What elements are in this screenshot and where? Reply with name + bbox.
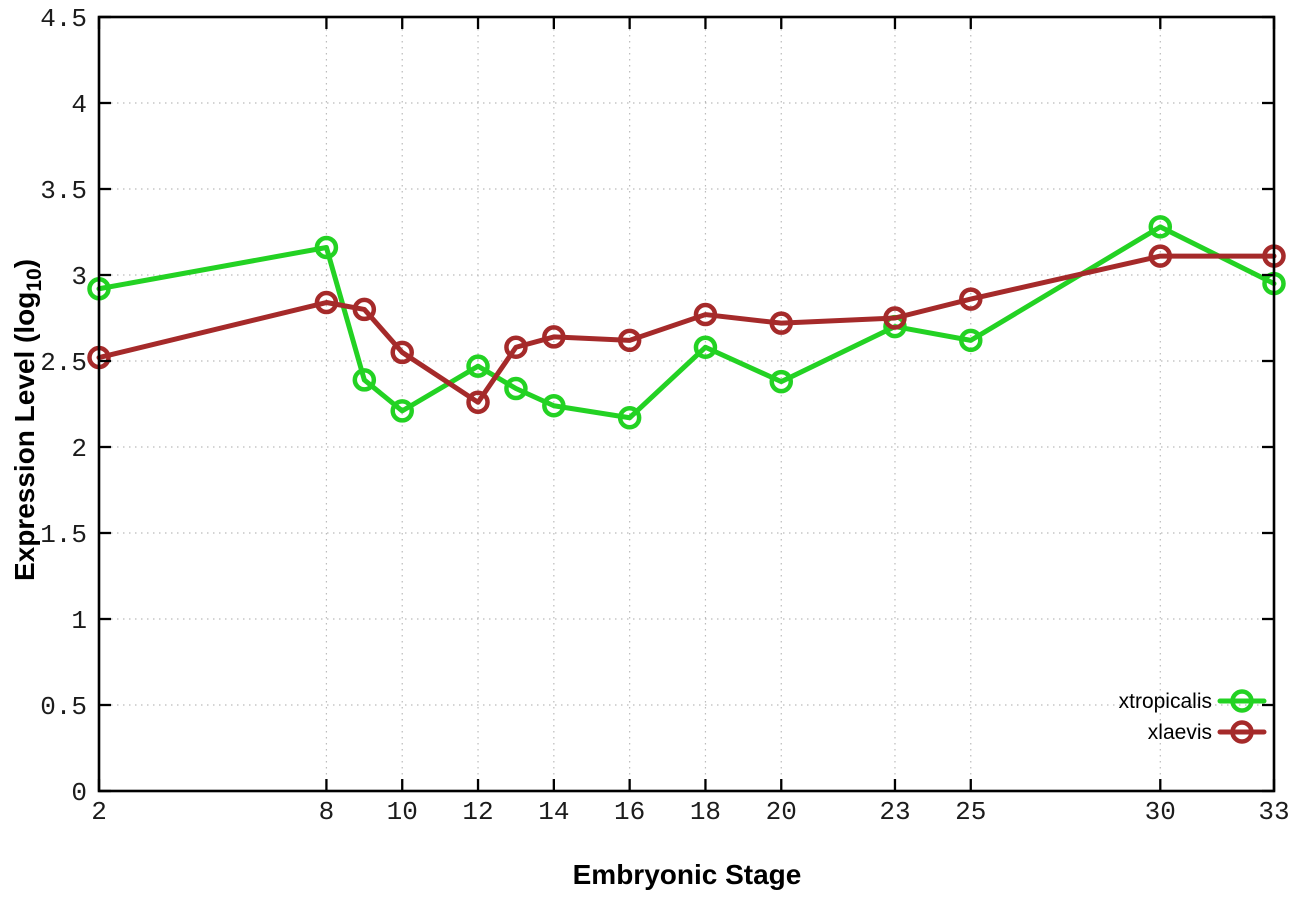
series-line-xlaevis — [96, 253, 1277, 405]
data-point-xtropicalis — [1148, 215, 1173, 239]
data-point-xtropicalis — [959, 328, 983, 353]
data-point-xlaevis — [1148, 244, 1173, 268]
data-point-xlaevis — [693, 302, 718, 327]
y-tick-label: 3 — [71, 262, 87, 292]
data-point-xlaevis — [504, 335, 528, 359]
y-tick-label: 4.5 — [40, 4, 87, 34]
x-tick-label: 20 — [766, 797, 797, 827]
x-tick-label: 16 — [614, 797, 645, 827]
y-tick-label: 2 — [71, 434, 87, 464]
data-point-xlaevis — [542, 325, 566, 349]
x-tick-label: 14 — [538, 797, 569, 827]
y-tick-label: 3.5 — [40, 176, 87, 206]
y-axis-label-suffix: ) — [9, 259, 40, 268]
y-tick-label: 0.5 — [40, 692, 87, 722]
x-tick-label: 23 — [879, 797, 910, 827]
legend-label-xtropicalis: xtropicalis — [1119, 690, 1212, 713]
data-point-xtropicalis — [390, 399, 414, 423]
data-point-xtropicalis — [466, 354, 490, 378]
data-point-xlaevis — [883, 306, 907, 330]
legend-entry-xtropicalis: xtropicalis — [1119, 689, 1267, 713]
data-point-xtropicalis — [352, 368, 377, 392]
legend-label-xlaevis: xlaevis — [1148, 721, 1212, 744]
x-tick-label: 10 — [387, 797, 418, 827]
x-tick-label: 12 — [462, 797, 493, 827]
data-point-xlaevis — [617, 328, 642, 353]
legend-marker-xlaevis — [1230, 720, 1254, 744]
data-point-xlaevis — [769, 311, 794, 335]
data-point-xlaevis — [352, 297, 377, 322]
y-tick-label: 4 — [71, 90, 87, 120]
x-tick-label: 2 — [91, 797, 107, 827]
data-point-xlaevis — [959, 287, 983, 311]
x-tick-label: 18 — [690, 797, 721, 827]
legend: xtropicalis xlaevis — [1119, 689, 1267, 744]
data-point-xlaevis — [390, 340, 414, 365]
data-point-xlaevis — [466, 390, 490, 415]
y-tick-labels: 0 0.5 1 1.5 2 2.5 3 3.5 4 4.5 — [40, 4, 87, 808]
series-xlaevis — [87, 244, 1286, 415]
data-point-xlaevis — [314, 290, 339, 315]
data-point-xtropicalis — [617, 406, 642, 430]
gridlines — [99, 17, 1274, 791]
data-point-xtropicalis — [542, 393, 566, 418]
x-tick-label: 8 — [319, 797, 335, 827]
x-tick-label: 25 — [955, 797, 986, 827]
data-point-xtropicalis — [504, 376, 528, 401]
y-tick-label: 1 — [71, 606, 87, 636]
x-tick-label: 33 — [1258, 797, 1289, 827]
y-tick-label: 2.5 — [40, 348, 87, 378]
data-point-xtropicalis — [693, 335, 718, 359]
legend-marker-xtropicalis — [1230, 689, 1254, 713]
y-axis-label-subscript: 10 — [23, 268, 46, 291]
y-axis-label-prefix: Expression Level (log — [9, 292, 40, 581]
axis-ticks — [97, 15, 1276, 793]
legend-entry-xlaevis: xlaevis — [1148, 720, 1267, 744]
data-series — [87, 215, 1286, 430]
x-axis-label: Embryonic Stage — [573, 859, 802, 890]
y-tick-label: 1.5 — [40, 520, 87, 550]
x-tick-labels: 2 8 10 12 14 16 18 20 23 25 30 33 — [91, 797, 1289, 827]
x-tick-label: 30 — [1145, 797, 1176, 827]
data-point-xtropicalis — [314, 235, 339, 260]
y-axis-label: Expression Level (log10) — [9, 259, 46, 581]
plot-border — [97, 15, 1276, 793]
y-tick-label: 0 — [71, 778, 87, 808]
data-point-xtropicalis — [769, 369, 794, 394]
